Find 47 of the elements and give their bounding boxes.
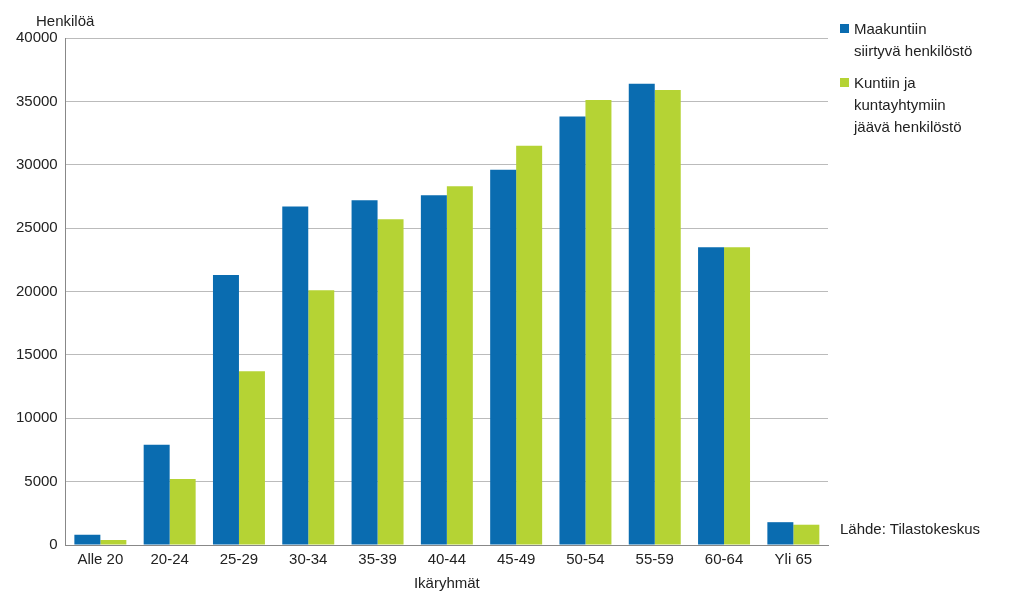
bar bbox=[446, 186, 473, 545]
bar bbox=[143, 444, 170, 545]
x-tick-label: Alle 20 bbox=[77, 550, 124, 568]
x-axis-title: Ikäryhmät bbox=[413, 574, 481, 592]
x-tick-label: 40-44 bbox=[427, 550, 467, 568]
y-tick-label: 40000 bbox=[15, 28, 58, 46]
y-tick-label: 10000 bbox=[15, 408, 58, 426]
y-tick-label: 5000 bbox=[24, 471, 58, 489]
y-tick-label: 30000 bbox=[15, 154, 58, 172]
bar bbox=[377, 219, 404, 545]
bar bbox=[767, 522, 794, 545]
bar bbox=[654, 89, 681, 545]
y-tick-label: 0 bbox=[49, 535, 58, 553]
bar bbox=[724, 247, 751, 545]
bar bbox=[698, 247, 725, 545]
legend-label: Maakuntiin siirtyvä henkilöstö bbox=[854, 19, 974, 61]
bar bbox=[308, 290, 335, 545]
bar bbox=[516, 145, 543, 545]
bar bbox=[212, 275, 239, 545]
x-tick-label: 20-24 bbox=[150, 550, 189, 568]
bar bbox=[74, 534, 101, 545]
bar bbox=[169, 479, 196, 545]
bar bbox=[238, 371, 265, 545]
x-tick-label: 60-64 bbox=[704, 550, 744, 568]
x-tick-label: 45-49 bbox=[496, 550, 536, 568]
y-axis-title: Henkilöä bbox=[36, 11, 96, 29]
bar bbox=[793, 524, 820, 545]
bar bbox=[559, 116, 586, 545]
x-tick-label: 55-59 bbox=[635, 550, 674, 568]
y-tick-label: 15000 bbox=[15, 345, 58, 363]
bar bbox=[420, 195, 447, 545]
bar bbox=[100, 539, 127, 545]
y-tick-label: 35000 bbox=[15, 91, 58, 109]
text: Lähde: Tilastokeskus bbox=[840, 520, 981, 537]
x-tick-label: Yli 65 bbox=[774, 550, 813, 568]
bar bbox=[628, 83, 655, 545]
x-tick-label: 25-29 bbox=[219, 550, 259, 568]
legend-label: Kuntiin ja kuntayhtymiin jäävä henkilöstö bbox=[854, 73, 963, 137]
y-tick-label: 25000 bbox=[15, 218, 58, 236]
x-tick-label: 50-54 bbox=[566, 550, 605, 568]
y-tick-label: 20000 bbox=[15, 281, 58, 299]
bar bbox=[351, 200, 378, 545]
bar bbox=[585, 100, 612, 545]
bar bbox=[282, 206, 309, 545]
bar bbox=[490, 169, 517, 545]
x-tick-label: 30-34 bbox=[289, 550, 328, 568]
x-tick-label: 35-39 bbox=[358, 550, 397, 568]
